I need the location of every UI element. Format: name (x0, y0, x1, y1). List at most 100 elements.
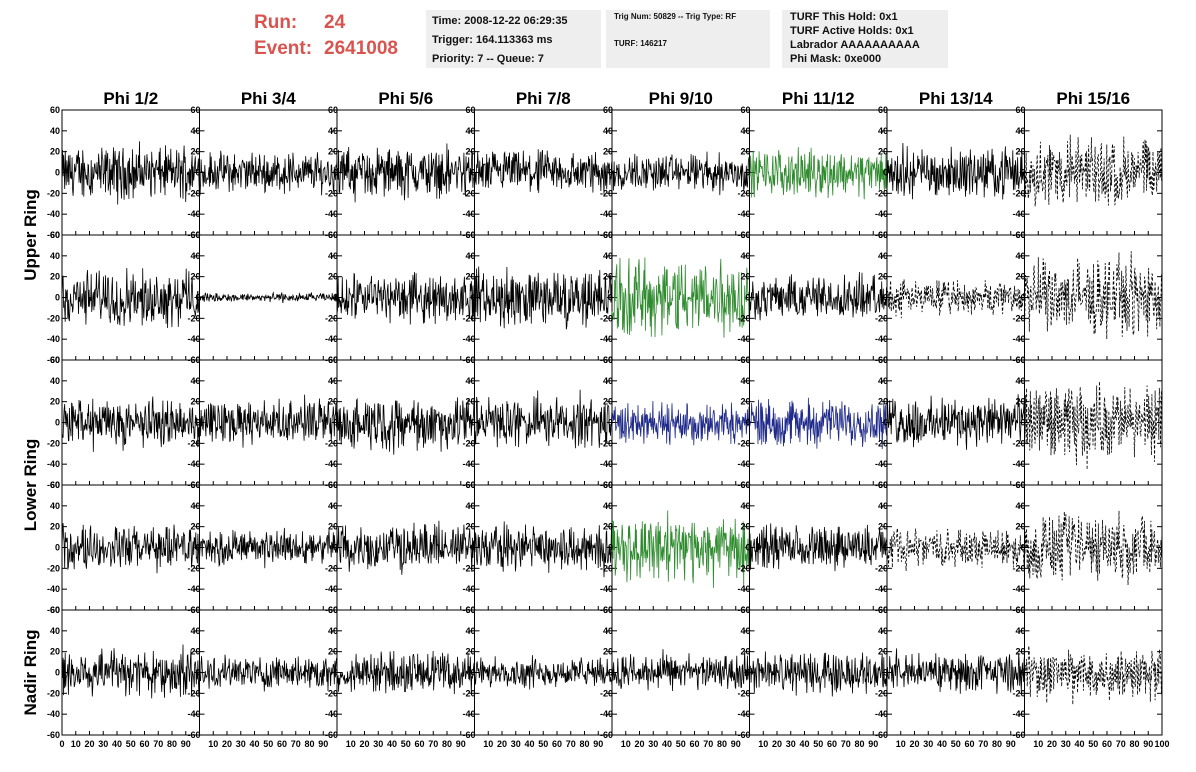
y-tick-label: 20 (465, 522, 475, 532)
y-tick-label: -40 (875, 209, 888, 219)
y-tick-label: 60 (1015, 355, 1025, 365)
x-tick-label: 20 (359, 739, 369, 749)
y-tick-label: 60 (603, 355, 613, 365)
priority-text: Priority: 7 -- Queue: 7 (432, 53, 544, 65)
y-tick-label: 20 (603, 647, 613, 657)
y-tick-label: 20 (465, 147, 475, 157)
y-tick-label: -60 (462, 730, 475, 740)
y-tick-label: 40 (878, 126, 888, 136)
y-tick-label: -20 (187, 438, 200, 448)
y-tick-label: 0 (195, 668, 200, 678)
x-tick-label: 10 (621, 739, 631, 749)
y-tick-label: 0 (333, 668, 338, 678)
y-tick-label: -40 (875, 584, 888, 594)
x-tick-label: 100 (1154, 739, 1169, 749)
y-tick-label: 60 (878, 605, 888, 615)
x-tick-label: 60 (552, 739, 562, 749)
y-tick-label: -40 (187, 709, 200, 719)
y-tick-label: -20 (600, 313, 613, 323)
y-tick-label: 0 (1020, 418, 1025, 428)
waveform-trace (886, 526, 1025, 572)
y-tick-label: 0 (55, 418, 60, 428)
y-tick-label: 20 (50, 522, 60, 532)
y-tick-label: 20 (50, 397, 60, 407)
labrador-text: Labrador AAAAAAAAAA (790, 39, 920, 51)
y-tick-label: 20 (190, 147, 200, 157)
waveform-trace (611, 257, 750, 338)
panel-frame (886, 359, 1025, 486)
y-tick-label: -40 (187, 334, 200, 344)
y-tick-label: 60 (190, 355, 200, 365)
x-tick-label: 80 (304, 739, 314, 749)
y-tick-label: -20 (187, 563, 200, 573)
waveform-trace (336, 272, 475, 325)
y-tick-label: 0 (195, 168, 200, 178)
x-tick-label: 40 (662, 739, 672, 749)
y-tick-label: -40 (325, 584, 338, 594)
y-tick-label: -40 (737, 334, 750, 344)
y-tick-label: 20 (190, 397, 200, 407)
y-tick-label: 20 (878, 397, 888, 407)
y-tick-label: 20 (740, 647, 750, 657)
y-tick-label: -20 (462, 688, 475, 698)
y-tick-label: 40 (328, 251, 338, 261)
y-tick-label: -40 (462, 584, 475, 594)
x-tick-label: 70 (841, 739, 851, 749)
y-tick-label: -40 (1012, 459, 1025, 469)
x-tick-label: 10 (896, 739, 906, 749)
y-tick-label: 20 (1015, 397, 1025, 407)
y-tick-label: -20 (737, 563, 750, 573)
y-tick-label: 60 (603, 230, 613, 240)
y-tick-label: 0 (745, 168, 750, 178)
y-tick-label: 60 (50, 105, 60, 115)
y-tick-label: 0 (1020, 293, 1025, 303)
y-tick-label: -20 (187, 188, 200, 198)
y-tick-label: -20 (737, 438, 750, 448)
x-tick-label: 50 (126, 739, 136, 749)
y-tick-label: -40 (462, 209, 475, 219)
x-tick-label: 90 (868, 739, 878, 749)
y-tick-label: -60 (1012, 730, 1025, 740)
y-tick-label: 40 (603, 126, 613, 136)
y-tick-label: 0 (333, 293, 338, 303)
waveform-trace (1024, 645, 1163, 705)
x-tick-label: 30 (648, 739, 658, 749)
turf-info-box: TURF This Hold: 0x1 TURF Active Holds: 0… (782, 10, 948, 68)
y-tick-label: 0 (745, 668, 750, 678)
waveform-trace (474, 149, 613, 195)
y-tick-label: 40 (465, 251, 475, 261)
column-title: Phi 13/14 (919, 89, 993, 108)
x-tick-label: 10 (758, 739, 768, 749)
y-tick-label: -60 (325, 230, 338, 240)
waveform-trace (61, 523, 200, 574)
y-tick-label: 60 (328, 355, 338, 365)
y-tick-label: 60 (328, 605, 338, 615)
y-tick-label: -60 (1012, 230, 1025, 240)
y-tick-label: -20 (875, 563, 888, 573)
y-tick-label: 20 (328, 147, 338, 157)
y-tick-label: 20 (190, 647, 200, 657)
y-tick-label: 40 (190, 626, 200, 636)
waveform-trace (199, 654, 338, 692)
y-tick-label: 20 (603, 147, 613, 157)
x-tick-label: 40 (799, 739, 809, 749)
event-value: 2641008 (324, 38, 398, 59)
waveform-trace (1024, 381, 1163, 470)
y-tick-label: -40 (737, 209, 750, 219)
x-tick-label: 0 (59, 739, 64, 749)
y-tick-label: -20 (325, 563, 338, 573)
y-tick-label: 0 (55, 543, 60, 553)
y-tick-label: 0 (608, 543, 613, 553)
y-tick-label: -60 (737, 230, 750, 240)
y-tick-label: -40 (1012, 334, 1025, 344)
y-tick-label: -40 (875, 709, 888, 719)
waveform-trace (886, 279, 1025, 319)
waveform-trace (1024, 510, 1163, 586)
y-tick-label: 60 (50, 480, 60, 490)
y-tick-label: -60 (737, 730, 750, 740)
y-tick-label: 40 (878, 251, 888, 261)
x-tick-label: 50 (538, 739, 548, 749)
y-tick-label: -20 (737, 188, 750, 198)
y-tick-label: -20 (325, 188, 338, 198)
